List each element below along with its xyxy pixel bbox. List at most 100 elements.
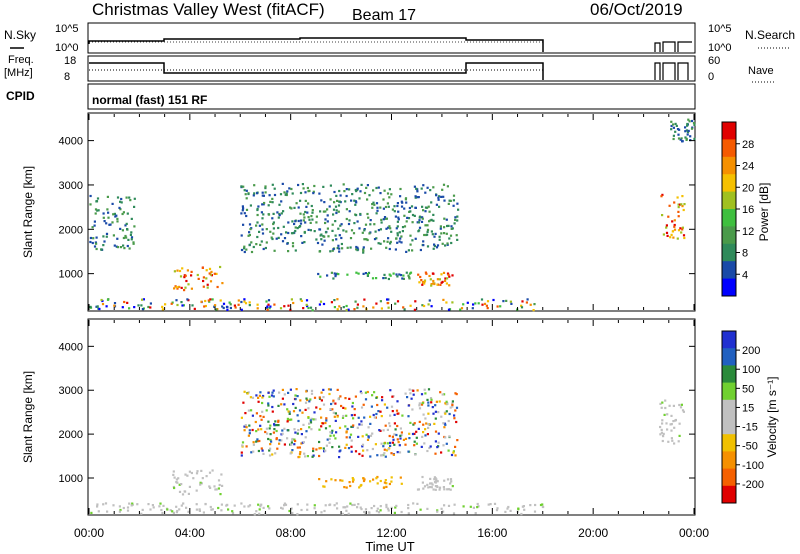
data-cell <box>390 230 393 233</box>
data-cell <box>401 230 404 233</box>
data-cell <box>186 298 189 301</box>
data-cell <box>349 246 352 249</box>
data-cell <box>384 205 388 209</box>
data-cell <box>396 451 399 454</box>
data-cell <box>281 388 284 391</box>
data-cell <box>421 281 425 284</box>
data-cell <box>449 478 453 481</box>
data-cell <box>269 443 272 446</box>
data-cell <box>520 512 523 516</box>
data-cell <box>380 415 383 418</box>
data-cell <box>474 512 477 515</box>
data-cell <box>286 190 289 193</box>
data-cell <box>321 243 324 246</box>
data-cell <box>128 196 131 199</box>
data-cell <box>413 185 416 188</box>
data-cell <box>677 215 680 218</box>
data-cell <box>269 424 272 427</box>
data-cell <box>182 304 185 307</box>
data-cell <box>334 205 338 208</box>
data-cell <box>184 473 187 476</box>
data-cell <box>389 444 392 447</box>
data-cell <box>299 199 302 202</box>
data-cell <box>243 429 246 432</box>
data-cell <box>452 194 456 197</box>
data-cell <box>344 200 347 203</box>
data-cell <box>348 210 351 213</box>
data-cell <box>419 248 422 252</box>
data-cell <box>443 488 446 491</box>
data-cell <box>423 233 426 237</box>
data-cell <box>206 283 209 286</box>
data-cell <box>162 504 165 507</box>
data-cell <box>252 443 255 446</box>
data-cell <box>220 503 223 506</box>
data-cell <box>272 212 275 215</box>
data-cell <box>386 428 389 431</box>
data-cell <box>451 400 454 403</box>
data-cell <box>411 239 414 242</box>
data-cell <box>469 505 472 508</box>
data-cell <box>521 505 524 508</box>
data-cell <box>450 241 453 245</box>
data-cell <box>299 222 303 225</box>
time-tick-label: 20:00 <box>578 526 608 540</box>
data-cell <box>387 306 390 309</box>
data-cell <box>411 408 414 411</box>
data-cell <box>274 420 277 423</box>
data-cell <box>349 237 353 240</box>
data-cell <box>495 509 499 512</box>
colorbar-swatch <box>722 331 736 349</box>
data-cell <box>209 280 213 283</box>
data-cell <box>338 234 341 237</box>
data-cell <box>302 423 305 426</box>
data-cell <box>430 230 433 233</box>
data-cell <box>366 198 369 201</box>
data-cell <box>116 237 119 240</box>
data-cell <box>412 389 415 392</box>
data-cell <box>334 419 337 422</box>
data-cell <box>387 298 390 301</box>
data-cell <box>276 211 279 214</box>
data-cell <box>365 186 368 189</box>
data-cell <box>312 190 315 193</box>
data-cell <box>400 510 403 514</box>
data-cell <box>247 391 250 394</box>
data-cell <box>260 428 263 431</box>
data-cell <box>395 433 398 437</box>
data-cell <box>267 204 270 207</box>
data-cell <box>376 209 379 212</box>
data-cell <box>324 210 327 213</box>
data-cell <box>453 417 456 420</box>
data-cell <box>318 303 321 306</box>
data-cell <box>395 227 398 230</box>
data-cell <box>335 238 338 241</box>
data-cell <box>343 190 346 193</box>
data-cell <box>429 397 433 400</box>
data-cell <box>172 511 175 514</box>
data-cell <box>331 249 334 252</box>
data-cell <box>379 505 382 508</box>
data-cell <box>323 201 326 204</box>
data-cell <box>427 205 430 208</box>
data-cell <box>684 130 687 133</box>
data-cell <box>354 203 357 206</box>
data-cell <box>422 413 425 416</box>
data-cell <box>91 226 94 229</box>
data-cell <box>299 191 303 195</box>
data-cell <box>326 274 329 277</box>
data-cell <box>398 240 401 243</box>
data-cell <box>147 305 150 309</box>
data-cell <box>245 445 248 448</box>
data-cell <box>453 222 456 225</box>
data-cell <box>409 392 412 395</box>
data-cell <box>311 455 314 458</box>
data-cell <box>193 307 196 310</box>
data-cell <box>477 505 480 508</box>
data-cell <box>318 397 322 400</box>
data-cell <box>300 433 303 436</box>
data-cell <box>341 479 344 482</box>
data-cell <box>373 504 376 508</box>
data-cell <box>363 229 366 232</box>
